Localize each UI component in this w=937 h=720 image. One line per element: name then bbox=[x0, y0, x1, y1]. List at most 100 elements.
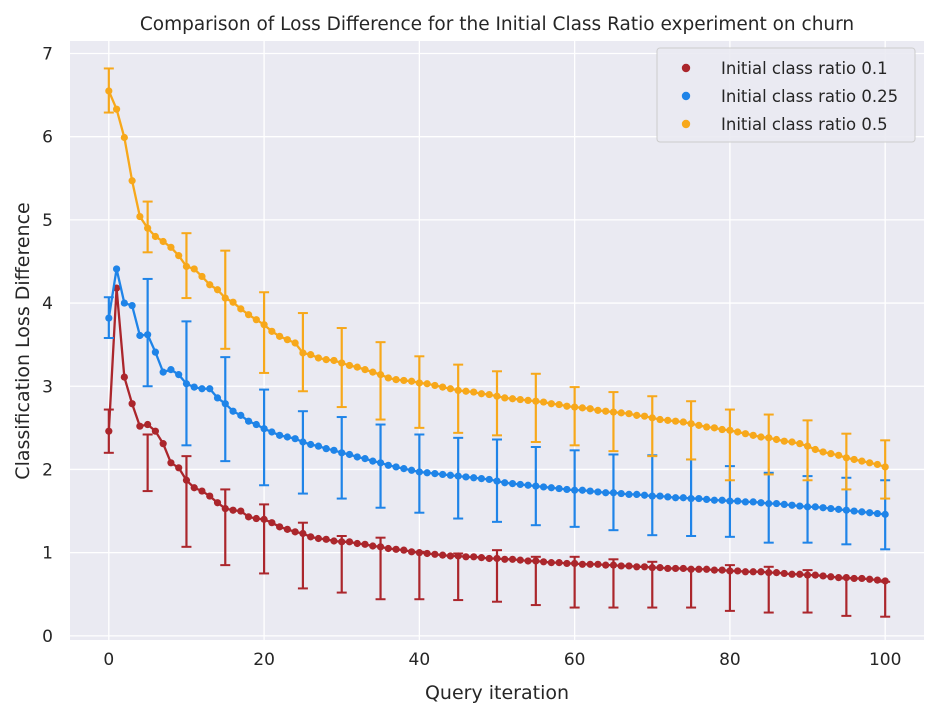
data-point bbox=[811, 503, 819, 511]
data-point bbox=[439, 551, 447, 559]
data-point bbox=[571, 486, 579, 494]
series-3 bbox=[103, 67, 891, 500]
data-point bbox=[112, 265, 121, 273]
data-point bbox=[299, 529, 307, 538]
x-tick-label: 0 bbox=[103, 650, 114, 670]
y-tick-label: 3 bbox=[42, 377, 53, 397]
data-point bbox=[314, 354, 323, 362]
legend: Initial class ratio 0.1 Initial class rat… bbox=[656, 47, 916, 143]
y-tick-label: 7 bbox=[42, 44, 53, 64]
data-point bbox=[446, 385, 455, 393]
data-point bbox=[757, 433, 765, 441]
data-point bbox=[167, 459, 175, 467]
data-point bbox=[788, 438, 796, 446]
data-point bbox=[408, 377, 416, 385]
data-point bbox=[508, 479, 517, 488]
data-point bbox=[664, 493, 672, 501]
data-point bbox=[508, 555, 517, 563]
data-point bbox=[648, 564, 656, 572]
data-point bbox=[703, 423, 711, 431]
data-point bbox=[136, 331, 144, 340]
data-point bbox=[229, 298, 237, 306]
data-point bbox=[835, 451, 843, 459]
data-point bbox=[524, 557, 532, 565]
data-point bbox=[819, 448, 827, 456]
data-point bbox=[361, 366, 369, 374]
data-point bbox=[128, 177, 136, 185]
data-point bbox=[625, 410, 633, 418]
data-point bbox=[213, 499, 222, 507]
data-point bbox=[291, 435, 299, 443]
data-point bbox=[120, 299, 128, 307]
data-point bbox=[213, 394, 222, 402]
data-point bbox=[819, 572, 827, 580]
data-point bbox=[695, 565, 703, 573]
data-point bbox=[726, 567, 734, 575]
data-point bbox=[221, 294, 229, 302]
data-point bbox=[633, 490, 641, 499]
data-point bbox=[532, 397, 540, 405]
data-point bbox=[175, 464, 183, 472]
data-point bbox=[229, 407, 237, 415]
data-point bbox=[206, 281, 214, 289]
y-tick-label: 2 bbox=[42, 460, 53, 480]
data-point bbox=[159, 368, 167, 376]
data-point bbox=[470, 474, 478, 482]
data-point bbox=[788, 570, 796, 578]
data-point bbox=[734, 428, 742, 436]
data-point bbox=[423, 380, 431, 388]
data-point bbox=[400, 465, 408, 473]
data-point bbox=[206, 492, 214, 500]
data-point bbox=[408, 466, 416, 474]
data-point bbox=[772, 435, 781, 444]
data-point bbox=[322, 356, 330, 364]
data-point bbox=[772, 569, 781, 577]
data-point bbox=[477, 554, 486, 562]
data-point bbox=[276, 332, 284, 340]
data-point bbox=[625, 490, 633, 499]
series-1 bbox=[103, 284, 891, 618]
data-point bbox=[423, 469, 431, 477]
data-point bbox=[703, 565, 711, 573]
data-point bbox=[198, 385, 206, 393]
data-point bbox=[803, 442, 812, 450]
data-point bbox=[772, 499, 781, 508]
data-point bbox=[268, 428, 276, 436]
data-series bbox=[103, 67, 891, 618]
data-point bbox=[198, 272, 206, 281]
y-tick-label: 6 bbox=[42, 128, 53, 148]
data-point bbox=[811, 445, 819, 454]
data-point bbox=[640, 491, 649, 499]
data-point bbox=[105, 314, 113, 322]
data-point bbox=[291, 339, 299, 347]
data-point bbox=[299, 349, 307, 357]
data-point bbox=[423, 549, 431, 558]
data-point bbox=[687, 565, 695, 573]
data-point bbox=[687, 494, 695, 503]
data-point bbox=[252, 316, 260, 324]
data-point bbox=[322, 535, 330, 543]
data-point bbox=[330, 356, 338, 365]
data-point bbox=[710, 496, 718, 504]
data-point bbox=[454, 552, 462, 560]
data-point bbox=[330, 446, 338, 454]
data-point bbox=[842, 454, 850, 462]
data-point bbox=[384, 461, 392, 469]
data-point bbox=[501, 555, 509, 563]
data-point bbox=[493, 477, 501, 485]
data-point bbox=[827, 573, 835, 581]
data-point bbox=[120, 133, 128, 142]
data-point bbox=[237, 411, 245, 419]
data-point bbox=[268, 519, 276, 527]
data-point bbox=[190, 265, 198, 273]
data-point bbox=[873, 576, 882, 584]
data-point bbox=[151, 348, 159, 356]
data-point bbox=[276, 523, 284, 531]
data-point bbox=[477, 475, 486, 483]
data-point bbox=[881, 577, 889, 585]
data-point bbox=[501, 394, 509, 402]
data-point bbox=[244, 513, 253, 521]
data-point bbox=[159, 440, 167, 448]
data-point bbox=[415, 549, 423, 557]
